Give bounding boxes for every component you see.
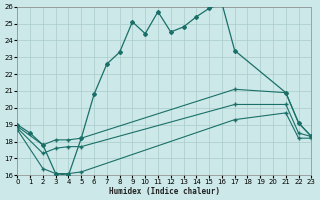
X-axis label: Humidex (Indice chaleur): Humidex (Indice chaleur): [109, 187, 220, 196]
